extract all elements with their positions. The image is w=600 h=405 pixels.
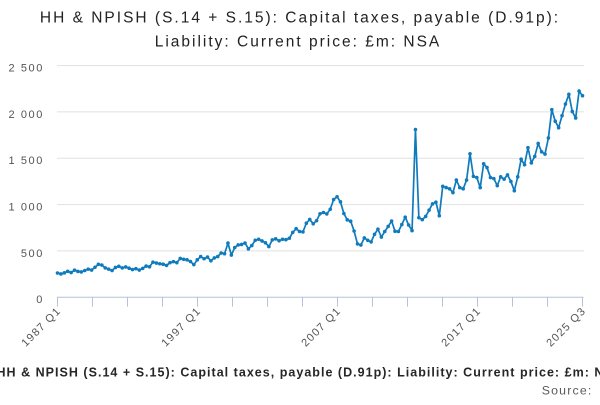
- svg-text:HH & NPISH (S.14 + S.15): Capi: HH & NPISH (S.14 + S.15): Capital taxes,…: [0, 366, 600, 380]
- svg-text:1 500: 1 500: [8, 155, 44, 167]
- svg-text:2 000: 2 000: [8, 109, 44, 121]
- svg-text:Source:: Source:: [542, 384, 593, 398]
- svg-text:Liability: Current price: £m:: Liability: Current price: £m: NSA: [155, 33, 442, 50]
- svg-text:1 000: 1 000: [8, 202, 44, 214]
- svg-text:2 500: 2 500: [8, 63, 44, 75]
- svg-text:HH & NPISH (S.14 + S.15): Capi: HH & NPISH (S.14 + S.15): Capital taxes,…: [40, 9, 560, 26]
- svg-text:500: 500: [21, 248, 44, 260]
- svg-text:0: 0: [36, 294, 44, 306]
